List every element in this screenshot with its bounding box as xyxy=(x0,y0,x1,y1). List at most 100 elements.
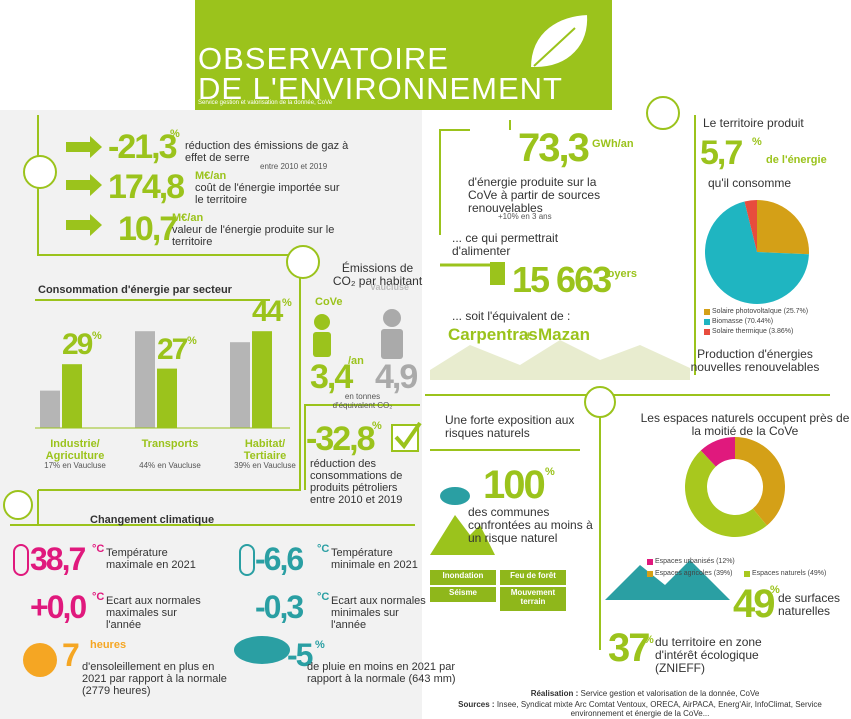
slice xyxy=(705,201,809,304)
vaucluse-bar xyxy=(135,331,155,428)
town: Mazan xyxy=(538,325,590,344)
legend-swatch xyxy=(704,319,710,325)
frame-lines xyxy=(10,115,830,650)
section-title: Émissions de CO₂ par habitant xyxy=(332,261,423,289)
section-title: Changement climatique xyxy=(90,514,215,526)
footer-text: Service gestion et valorisation de la do… xyxy=(580,689,760,698)
production-unit: % xyxy=(752,136,762,148)
icons xyxy=(3,96,730,677)
cove-value: 3,4 xyxy=(310,358,353,396)
climate-unit: °C xyxy=(317,543,330,555)
figure-text: coût de l'énergie importée sur le territ… xyxy=(195,182,340,207)
sector-bar xyxy=(157,368,177,428)
legend-label: Biomasse (70.44%) xyxy=(712,318,774,325)
vaucluse-label: Vaucluse xyxy=(370,282,410,292)
renewables-note: +10% en 3 ans xyxy=(498,212,552,221)
footer-label: Sources : xyxy=(458,700,495,709)
natural-unit: % xyxy=(770,584,780,596)
legend-swatch xyxy=(647,559,653,565)
figure-unit: % xyxy=(170,128,180,140)
figure-text: valeur de l'énergie produite sur le terr… xyxy=(172,224,335,249)
section-title: Consommation d'énergie par secteur xyxy=(38,284,232,296)
plus: + xyxy=(525,330,532,342)
unit-note: en tonnes d'équivalent CO₂ xyxy=(332,392,393,410)
znieff-value: 37 xyxy=(608,626,650,670)
figure-note: entre 2010 et 2019 xyxy=(260,162,328,171)
climate-value: 7 xyxy=(62,637,80,673)
petroleum-text: réduction des consommations de produits … xyxy=(310,458,403,507)
risks-title: Une forte exposition aux risques naturel… xyxy=(445,413,575,441)
natural-title: Les espaces naturels occupent près de la… xyxy=(640,411,850,439)
sector-name: Transports xyxy=(141,438,199,450)
climate-text: d'ensoleillement en plus en 2021 par rap… xyxy=(82,661,227,698)
climate-unit: °C xyxy=(317,591,330,603)
slice xyxy=(744,200,757,252)
cove-unit: /an xyxy=(348,355,364,367)
footer-text: Insee, Syndicat mixte Arc Comtat Ventoux… xyxy=(496,700,822,718)
figure-value: -21,3 xyxy=(108,128,177,166)
znieff-unit: % xyxy=(644,634,654,646)
legend-swatch xyxy=(647,571,653,577)
subtitle: Service gestion et valorisation de la do… xyxy=(198,100,333,106)
climate-unit: °C xyxy=(92,591,105,603)
legend-label: Espaces naturels (49%) xyxy=(752,570,827,577)
renewables-text: d'énergie produite sur la CoVe à partir … xyxy=(468,175,601,216)
production-line2: qu'il consomme xyxy=(708,176,791,190)
renewables-value: 73,3 xyxy=(518,126,590,170)
sector-note: 44% en Vaucluse xyxy=(139,461,201,470)
sector-name: Habitat/ Tertiaire xyxy=(243,438,287,463)
footer-label: Réalisation : xyxy=(530,689,579,698)
climate-text: Ecart aux normales minimales sur l'année xyxy=(331,595,426,632)
legend-label: Espaces agricoles (39%) xyxy=(655,570,733,577)
risk-tag: Feu de forêt xyxy=(500,570,566,585)
slice xyxy=(757,200,809,255)
legend-swatch xyxy=(744,571,750,577)
cove-label: CoVe xyxy=(315,296,343,308)
equiv-text: ... ce qui permettrait d'alimenter xyxy=(452,231,559,259)
slice xyxy=(735,437,785,526)
climate-value: +0,0 xyxy=(30,589,87,625)
petroleum-value: -32,8 xyxy=(306,420,375,458)
slice xyxy=(684,450,767,537)
sector-note: 39% en Vaucluse xyxy=(234,461,296,470)
climate-value: 38,7 xyxy=(30,541,86,577)
renewables-unit: GWh/an xyxy=(592,138,634,150)
leaf-icon xyxy=(528,12,590,69)
climate-unit: % xyxy=(315,639,325,651)
legend-swatch xyxy=(704,329,710,335)
natural-value: 49 xyxy=(733,582,775,626)
sector-value: 29 xyxy=(62,328,93,362)
sector-value: 27 xyxy=(157,332,188,366)
production-value: 5,7 xyxy=(700,134,743,172)
footer-sources: Sources : Insee, Syndicat mixte Arc Comt… xyxy=(445,700,835,719)
homes-unit: foyers xyxy=(604,268,638,280)
town: Carpentras xyxy=(448,325,538,344)
climate-text: de pluie en moins en 2021 par rapport à … xyxy=(307,661,456,686)
legend-swatch xyxy=(704,309,710,315)
climate-unit: heures xyxy=(90,639,127,651)
soit-text: ... soit l'équivalent de : xyxy=(452,309,571,323)
figure-value: 174,8 xyxy=(108,168,185,206)
legend-label: Solaire thermique (3.86%) xyxy=(712,328,794,335)
homes-value: 15 663 xyxy=(512,259,612,300)
arrows xyxy=(66,136,102,236)
vaucluse-value: 4,9 xyxy=(375,358,418,396)
legend-label: Espaces urbanisés (12%) xyxy=(655,558,735,565)
sector-name: Industrie/ Agriculture xyxy=(45,438,105,463)
sector-unit: % xyxy=(187,334,197,347)
sector-unit: % xyxy=(92,330,102,343)
risk-tag: Inondation xyxy=(430,570,496,585)
figure-unit: M€/an xyxy=(195,170,227,182)
vaucluse-bar xyxy=(40,390,60,428)
petroleum-unit: % xyxy=(372,420,382,432)
risk-tag: Séisme xyxy=(430,587,496,602)
legend-label: Solaire photovoltaïque (25.7%) xyxy=(712,308,809,315)
title: OBSERVATOIRE xyxy=(198,41,449,76)
vaucluse-bar xyxy=(230,342,250,428)
production-caption: Production d'énergies nouvelles renouvel… xyxy=(690,347,820,375)
risk-tag: Mouvement terrain xyxy=(500,587,566,611)
slice xyxy=(700,437,735,467)
climate-text: Ecart aux normales maximales sur l'année xyxy=(106,595,201,632)
